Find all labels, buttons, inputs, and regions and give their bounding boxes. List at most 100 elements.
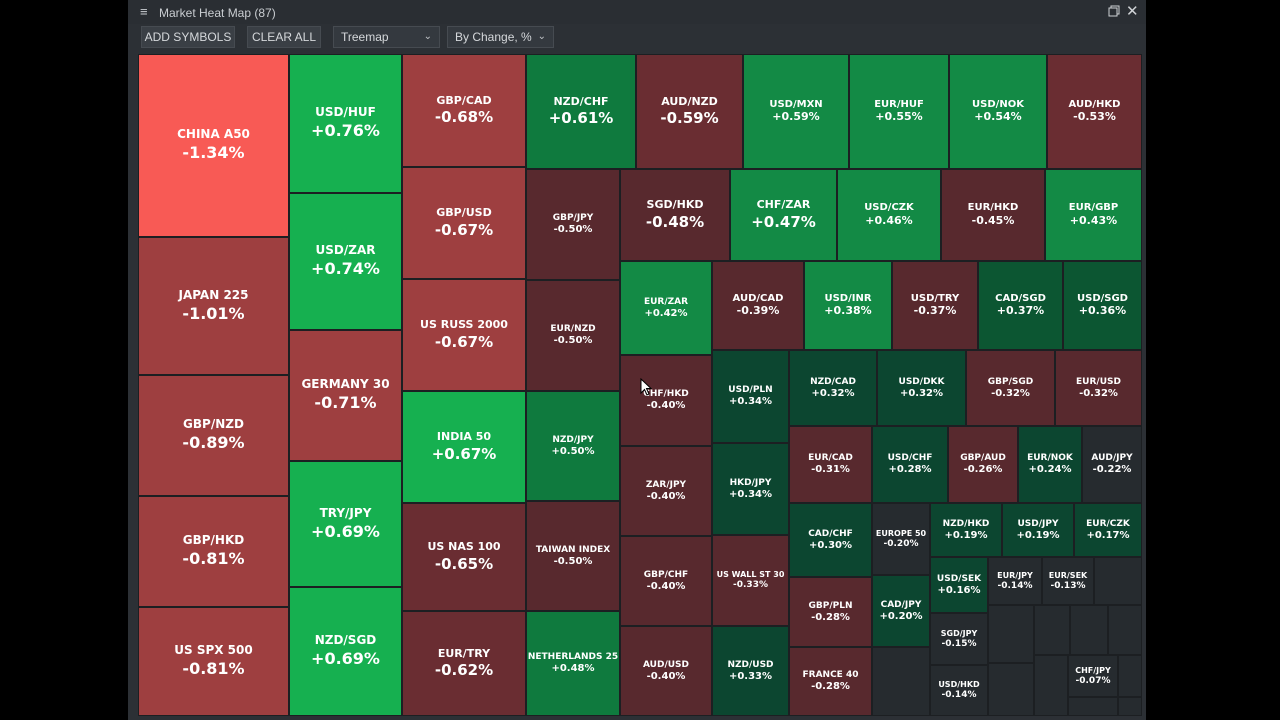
heatmap-tile[interactable]: USD/TRY -0.37% — [892, 261, 978, 350]
heatmap-tile[interactable]: EUR/SEK -0.13% — [1042, 557, 1094, 605]
tile-symbol: USD/ZAR — [315, 243, 376, 258]
heatmap-tile[interactable]: GBP/AUD -0.26% — [948, 426, 1018, 503]
heatmap-tile[interactable]: GBP/NZD -0.89% — [138, 375, 289, 496]
heatmap-tile[interactable]: EUR/HUF +0.55% — [849, 54, 949, 169]
heatmap-tile[interactable]: USD/DKK +0.32% — [877, 350, 966, 426]
tile-change: -0.13% — [1050, 580, 1086, 591]
heatmap-tile[interactable]: EUR/GBP +0.43% — [1045, 169, 1142, 261]
tile-change: -0.14% — [997, 580, 1033, 591]
sort-mode-select[interactable]: By Change, % ⌄ — [447, 26, 554, 48]
heatmap-tile[interactable]: CHINA A50 -1.34% — [138, 54, 289, 237]
tile-change: -1.01% — [182, 303, 245, 323]
heatmap-tile-unlabeled[interactable] — [988, 605, 1034, 663]
heatmap-tile[interactable]: USD/ZAR +0.74% — [289, 193, 402, 330]
heatmap-tile-unlabeled[interactable] — [1070, 605, 1108, 655]
heatmap-tile[interactable]: USD/MXN +0.59% — [743, 54, 849, 169]
heatmap-tile-unlabeled[interactable] — [872, 647, 930, 716]
heatmap-tile[interactable]: EUR/USD -0.32% — [1055, 350, 1142, 426]
heatmap-tile[interactable]: AUD/CAD -0.39% — [712, 261, 804, 350]
heatmap-tile[interactable]: GERMANY 30 -0.71% — [289, 330, 402, 461]
tile-change: -0.48% — [645, 212, 705, 231]
heatmap-tile[interactable]: AUD/JPY -0.22% — [1082, 426, 1142, 503]
heatmap-tile[interactable]: USD/NOK +0.54% — [949, 54, 1047, 169]
heatmap-tile-unlabeled[interactable] — [1118, 697, 1142, 716]
tile-symbol: USD/SEK — [936, 573, 982, 584]
heatmap-tile[interactable]: NZD/JPY +0.50% — [526, 391, 620, 501]
heatmap-tile[interactable]: USD/SGD +0.36% — [1063, 261, 1142, 350]
heatmap-tile[interactable]: GBP/SGD -0.32% — [966, 350, 1055, 426]
heatmap-tile[interactable]: AUD/HKD -0.53% — [1047, 54, 1142, 169]
heatmap-tile[interactable]: USD/PLN +0.34% — [712, 350, 789, 443]
heatmap-tile[interactable]: JAPAN 225 -1.01% — [138, 237, 289, 375]
heatmap-tile[interactable]: GBP/HKD -0.81% — [138, 496, 289, 607]
tile-change: +0.38% — [824, 304, 872, 318]
heatmap-tile[interactable]: AUD/USD -0.40% — [620, 626, 712, 716]
heatmap-tile[interactable]: USD/HUF +0.76% — [289, 54, 402, 193]
heatmap-tile[interactable]: CHF/JPY -0.07% — [1068, 655, 1118, 697]
heatmap-tile[interactable]: US SPX 500 -0.81% — [138, 607, 289, 716]
tile-change: +0.74% — [311, 259, 380, 279]
heatmap-tile-unlabeled[interactable] — [1068, 697, 1118, 716]
heatmap-tile-unlabeled[interactable] — [1118, 655, 1142, 697]
heatmap-tile[interactable]: HKD/JPY +0.34% — [712, 443, 789, 535]
heatmap-tile[interactable]: CAD/CHF +0.30% — [789, 503, 872, 577]
heatmap-tile[interactable]: GBP/USD -0.67% — [402, 167, 526, 279]
tile-change: +0.54% — [974, 110, 1022, 124]
heatmap-tile[interactable]: SGD/JPY -0.15% — [930, 613, 988, 665]
restore-window-icon[interactable] — [1108, 5, 1120, 17]
heatmap-tile[interactable]: EUR/TRY -0.62% — [402, 611, 526, 716]
heatmap-tile[interactable]: USD/JPY +0.19% — [1002, 503, 1074, 557]
tile-change: +0.67% — [431, 444, 497, 463]
clear-all-button[interactable]: CLEAR ALL — [247, 26, 321, 48]
view-mode-select[interactable]: Treemap ⌄ — [333, 26, 440, 48]
tile-change: -1.34% — [182, 143, 245, 163]
heatmap-tile-unlabeled[interactable] — [1108, 605, 1142, 655]
heatmap-tile[interactable]: GBP/CHF -0.40% — [620, 536, 712, 626]
heatmap-tile[interactable]: US RUSS 2000 -0.67% — [402, 279, 526, 391]
heatmap-tile[interactable]: ZAR/JPY -0.40% — [620, 446, 712, 536]
heatmap-tile[interactable]: EUR/HKD -0.45% — [941, 169, 1045, 261]
heatmap-tile[interactable]: USD/CZK +0.46% — [837, 169, 941, 261]
heatmap-tile-unlabeled[interactable] — [1034, 605, 1070, 655]
heatmap-tile[interactable]: GBP/PLN -0.28% — [789, 577, 872, 647]
heatmap-tile-unlabeled[interactable] — [988, 663, 1034, 716]
heatmap-tile[interactable]: US NAS 100 -0.65% — [402, 503, 526, 611]
heatmap-tile[interactable]: NZD/CAD +0.32% — [789, 350, 877, 426]
tile-change: -0.59% — [660, 109, 719, 128]
heatmap-tile[interactable]: EUR/NOK +0.24% — [1018, 426, 1082, 503]
heatmap-tile[interactable]: SGD/HKD -0.48% — [620, 169, 730, 261]
heatmap-tile[interactable]: EUR/JPY -0.14% — [988, 557, 1042, 605]
heatmap-tile[interactable]: NZD/SGD +0.69% — [289, 587, 402, 716]
heatmap-tile-unlabeled[interactable] — [1094, 557, 1142, 605]
heatmap-tile[interactable]: TRY/JPY +0.69% — [289, 461, 402, 587]
heatmap-tile[interactable]: USD/CHF +0.28% — [872, 426, 948, 503]
tile-change: +0.36% — [1078, 304, 1127, 318]
heatmap-tile[interactable]: USD/HKD -0.14% — [930, 665, 988, 716]
add-symbols-button[interactable]: ADD SYMBOLS — [141, 26, 235, 48]
close-icon[interactable]: ✕ — [1126, 3, 1139, 20]
heatmap-tile[interactable]: CAD/SGD +0.37% — [978, 261, 1063, 350]
heatmap-tile[interactable]: EUR/CZK +0.17% — [1074, 503, 1142, 557]
heatmap-tile[interactable]: EUR/ZAR +0.42% — [620, 261, 712, 355]
heatmap-tile[interactable]: FRANCE 40 -0.28% — [789, 647, 872, 716]
heatmap-tile[interactable]: TAIWAN INDEX -0.50% — [526, 501, 620, 611]
heatmap-tile[interactable]: CAD/JPY +0.20% — [872, 575, 930, 647]
heatmap-tile[interactable]: NZD/CHF +0.61% — [526, 54, 636, 169]
heatmap-tile[interactable]: CHF/HKD -0.40% — [620, 355, 712, 446]
hamburger-icon[interactable]: ≡ — [140, 4, 148, 19]
heatmap-tile[interactable]: NZD/USD +0.33% — [712, 626, 789, 716]
heatmap-tile[interactable]: USD/SEK +0.16% — [930, 557, 988, 613]
heatmap-tile[interactable]: NETHERLANDS 25 +0.48% — [526, 611, 620, 716]
heatmap-tile[interactable]: EUR/NZD -0.50% — [526, 280, 620, 391]
heatmap-tile[interactable]: NZD/HKD +0.19% — [930, 503, 1002, 557]
heatmap-tile-unlabeled[interactable] — [1034, 655, 1068, 716]
heatmap-tile[interactable]: EUROPE 50 -0.20% — [872, 503, 930, 575]
heatmap-tile[interactable]: CHF/ZAR +0.47% — [730, 169, 837, 261]
heatmap-tile[interactable]: INDIA 50 +0.67% — [402, 391, 526, 503]
heatmap-tile[interactable]: USD/INR +0.38% — [804, 261, 892, 350]
heatmap-tile[interactable]: GBP/JPY -0.50% — [526, 169, 620, 280]
heatmap-tile[interactable]: AUD/NZD -0.59% — [636, 54, 743, 169]
heatmap-tile[interactable]: EUR/CAD -0.31% — [789, 426, 872, 503]
heatmap-tile[interactable]: US WALL ST 30 -0.33% — [712, 535, 789, 626]
heatmap-tile[interactable]: GBP/CAD -0.68% — [402, 54, 526, 167]
